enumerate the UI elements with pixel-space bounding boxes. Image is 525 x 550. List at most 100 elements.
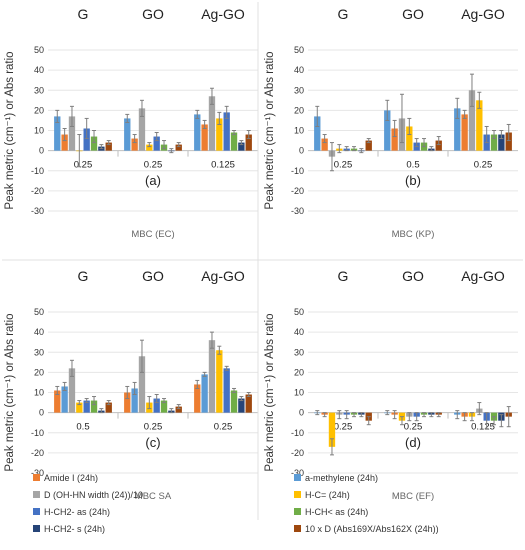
category-label: G: [78, 268, 89, 284]
concentration-label: 0.25: [74, 160, 93, 171]
legend-swatch: [33, 508, 40, 515]
x-axis-label: MBC SA: [135, 491, 172, 502]
bar: [194, 114, 201, 151]
x-axis-label: MBC (EF): [392, 491, 434, 502]
legend-entry: H-CH2- s (24h): [44, 524, 105, 534]
bar: [124, 118, 131, 151]
y-tick-label: 0: [39, 146, 44, 156]
legend-swatch: [294, 491, 301, 498]
y-tick-label: 20: [34, 105, 44, 115]
category-label: GO: [402, 6, 424, 22]
y-tick-label: -20: [31, 448, 44, 458]
legend-entry: a-methylene (24h): [305, 473, 378, 483]
chart-b: -30 -20 -10 0 10 20 30 40 50 Peak metric (cm⁻¹) o…: [264, 6, 518, 240]
y-axis-label: Peak metric (cm⁻¹) or Abs ratio: [264, 313, 276, 471]
bar: [208, 340, 216, 413]
bar: [230, 390, 238, 413]
category-label: Ag-GO: [461, 268, 505, 284]
bar: [454, 108, 461, 151]
bar: [435, 140, 442, 151]
legend-swatch: [33, 525, 40, 532]
legend-swatch: [294, 525, 301, 532]
category-label: Ag-GO: [201, 6, 245, 22]
bar: [461, 114, 468, 151]
bar: [201, 374, 208, 413]
x-axis-label: MBC (KP): [392, 229, 435, 240]
category-label: GO: [142, 268, 164, 284]
y-tick-label: 10: [34, 388, 44, 398]
y-tick-label: -10: [291, 428, 304, 438]
category-label: G: [78, 6, 89, 22]
panel-label: (a): [145, 173, 161, 188]
legend-entry: H-C= (24h): [305, 490, 350, 500]
y-tick-label: -30: [291, 468, 304, 478]
category-label: G: [338, 268, 349, 284]
concentration-label: 0.25: [144, 160, 163, 171]
bar: [138, 108, 146, 151]
y-axis-label: Peak metric (cm⁻¹) or Abs ratio: [264, 51, 276, 209]
category-label: GO: [142, 6, 164, 22]
legend-swatch: [294, 508, 301, 515]
legend-entry: Amide I (24h): [44, 473, 98, 483]
bar: [68, 116, 76, 151]
bar: [175, 144, 182, 151]
y-tick-label: 10: [294, 126, 304, 136]
y-tick-label: 20: [294, 367, 304, 377]
bar: [153, 136, 160, 151]
y-tick-label: -20: [291, 448, 304, 458]
y-tick-label: 0: [299, 146, 304, 156]
chart-d: -30 -20 -10 0 10 20 30 40 50 Peak metric (cm⁻¹) o…: [264, 268, 518, 502]
bar: [83, 128, 90, 151]
bar: [321, 138, 328, 151]
category-label: GO: [402, 268, 424, 284]
bar: [468, 90, 476, 151]
bar: [61, 386, 68, 413]
panel-label: (d): [405, 435, 421, 450]
bar: [68, 368, 76, 413]
bar: [245, 134, 252, 151]
y-tick-label: -10: [291, 166, 304, 176]
concentration-label: 0.5: [406, 160, 419, 171]
bar: [216, 118, 223, 151]
bar: [146, 144, 153, 151]
bar: [505, 132, 512, 151]
bar: [90, 136, 98, 151]
bar: [160, 400, 168, 413]
bar: [406, 126, 413, 151]
concentration-label: 0.125: [471, 422, 495, 433]
y-axis-label: Peak metric (cm⁻¹) or Abs ratio: [4, 51, 16, 209]
concentration-label: 0.25: [474, 160, 493, 171]
concentration-label: 0.25: [144, 422, 163, 433]
y-tick-label: 30: [294, 347, 304, 357]
bar: [194, 384, 201, 413]
y-tick-label: 50: [34, 307, 44, 317]
concentration-label: 0.25: [334, 160, 353, 171]
y-tick-label: 30: [34, 347, 44, 357]
bar: [153, 398, 160, 413]
y-tick-label: -30: [31, 206, 44, 216]
bar: [216, 350, 223, 413]
concentration-label: 0.25: [214, 422, 233, 433]
bar: [365, 140, 372, 151]
y-tick-label: 50: [34, 45, 44, 55]
bar: [314, 116, 321, 151]
bar: [230, 132, 238, 151]
bar: [131, 138, 138, 151]
legend-entry: H-CH2- as (24h): [44, 507, 110, 517]
category-label: Ag-GO: [461, 6, 505, 22]
y-tick-label: 10: [294, 388, 304, 398]
bar: [138, 356, 146, 413]
bar: [223, 112, 230, 151]
y-tick-label: 30: [294, 85, 304, 95]
legend-swatch: [33, 491, 40, 498]
bar: [201, 124, 208, 151]
concentration-label: 0.25: [334, 422, 353, 433]
y-tick-label: 0: [299, 408, 304, 418]
bar: [175, 406, 182, 413]
bar: [238, 398, 245, 413]
y-tick-label: 10: [34, 126, 44, 136]
bar: [124, 392, 131, 413]
legend-swatch: [294, 474, 301, 481]
bar: [245, 394, 252, 413]
